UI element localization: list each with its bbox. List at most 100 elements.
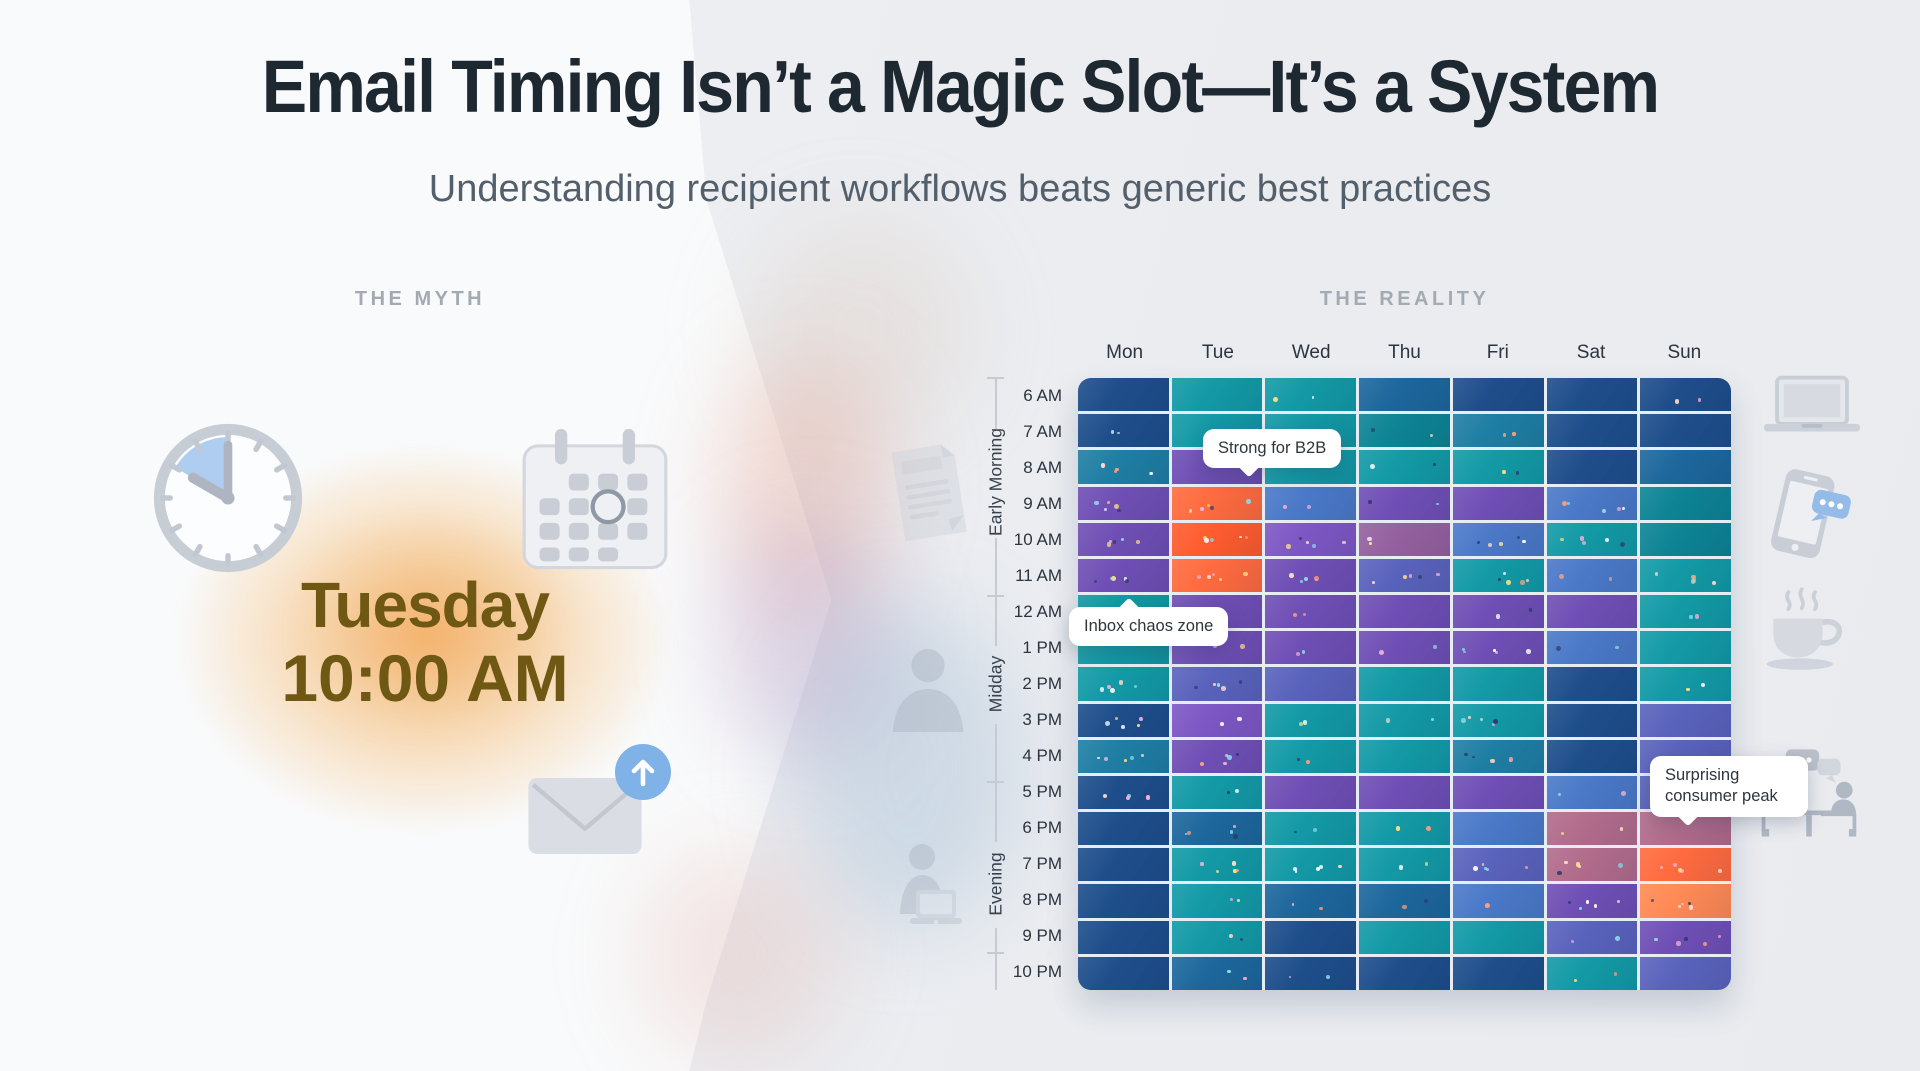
- tooltip-strong-b2b: Strong for B2B: [1203, 429, 1342, 469]
- heatmap-cell-sat-9-am: [1546, 486, 1638, 520]
- heatmap-cell-wed-6-am: [1265, 378, 1357, 412]
- heatmap-cell-tue-9-pm: [1171, 920, 1263, 954]
- myth-day-text: Tuesday: [301, 569, 550, 641]
- day-label-sun: Sun: [1667, 342, 1702, 363]
- heatmap-cell-fri-7-am: [1452, 414, 1544, 448]
- heatmap-cell-thu-4-pm: [1359, 739, 1450, 773]
- period-axis-tick: [987, 595, 1004, 597]
- heatmap-cell-thu-3-pm: [1359, 703, 1450, 737]
- heatmap-cell-mon-5-pm: [1078, 775, 1169, 810]
- hour-label-6-pm: 6 PM: [1022, 818, 1062, 837]
- heatmap-cell-fri-10-am: [1452, 522, 1544, 556]
- heatmap-cell-sat-6-am: [1546, 378, 1638, 412]
- heatmap-cell-tue-7-pm: [1171, 848, 1263, 882]
- heatmap-cell-mon-11-am: [1078, 558, 1169, 593]
- hour-label-12-am: 12 AM: [1013, 602, 1062, 621]
- heatmap-cell-fri-11-am: [1452, 558, 1544, 593]
- day-label-wed: Wed: [1291, 342, 1331, 363]
- hour-label-3-pm: 3 PM: [1022, 710, 1062, 729]
- heatmap-cell-sun-7-am: [1640, 414, 1731, 448]
- page-subtitle: Understanding recipient workflows beats …: [428, 168, 1492, 210]
- heatmap-cell-fri-8-pm: [1452, 884, 1544, 918]
- myth-time-text: 10:00 AM: [281, 641, 569, 715]
- heatmap-cell-mon-9-pm: [1078, 920, 1169, 954]
- heatmap-cell-thu-2-pm: [1359, 667, 1450, 701]
- heatmap-cell-sun-6-am: [1640, 378, 1731, 412]
- laptop-icon: [1763, 375, 1861, 432]
- heatmap-cell-fri-5-pm: [1452, 775, 1544, 810]
- person-laptop-icon: [900, 844, 962, 924]
- heatmap-cell-sun-9-am: [1640, 486, 1731, 520]
- heatmap-cell-sun-8-am: [1640, 450, 1731, 484]
- heatmap-cell-tue-6-pm: [1171, 812, 1263, 846]
- heatmap-cell-wed-10-pm: [1265, 956, 1357, 990]
- heatmap-cell-tue-10-pm: [1171, 956, 1263, 990]
- hour-label-7-am: 7 AM: [1023, 422, 1062, 441]
- heatmap-cell-fri-1-pm: [1452, 631, 1544, 665]
- hour-label-9-am: 9 AM: [1023, 494, 1062, 513]
- myth-section-label: THE MYTH: [354, 288, 486, 310]
- hour-label-5-pm: 5 PM: [1022, 782, 1062, 801]
- heatmap-cell-mon-3-pm: [1078, 703, 1169, 737]
- tooltip-inbox-chaos: Inbox chaos zone: [1069, 607, 1229, 647]
- heatmap-cell-sat-10-pm: [1546, 956, 1638, 990]
- heatmap-cell-wed-8-pm: [1265, 884, 1357, 918]
- heatmap-cell-mon-6-am: [1078, 378, 1169, 412]
- heatmap: [1078, 378, 1731, 990]
- heatmap-cell-fri-9-am: [1452, 486, 1544, 520]
- period-label-midday: Midday: [985, 655, 1006, 713]
- heatmap-cell-tue-2-pm: [1171, 667, 1263, 701]
- hour-label-10-pm: 10 PM: [1012, 962, 1062, 981]
- heatmap-cell-thu-7-pm: [1359, 848, 1450, 882]
- person-icon: [892, 648, 964, 732]
- day-label-fri: Fri: [1486, 342, 1509, 363]
- heatmap-cell-tue-4-pm: [1171, 739, 1263, 773]
- heatmap-cell-fri-6-am: [1452, 378, 1544, 412]
- hour-label-8-pm: 8 PM: [1022, 890, 1062, 909]
- heatmap-cell-mon-10-am: [1078, 522, 1169, 556]
- heatmap-cell-fri-10-pm: [1452, 956, 1544, 990]
- phone-chat-icon: [1771, 469, 1851, 558]
- heatmap-cell-fri-8-am: [1452, 450, 1544, 484]
- heatmap-cell-fri-12-am: [1452, 595, 1544, 629]
- heatmap-cell-wed-7-pm: [1265, 848, 1357, 882]
- period-axis-tick: [987, 377, 1004, 379]
- heatmap-cell-wed-3-pm: [1265, 703, 1357, 737]
- heatmap-cell-wed-1-pm: [1265, 631, 1357, 665]
- heatmap-cell-sat-2-pm: [1546, 667, 1638, 701]
- heatmap-cell-sun-10-pm: [1640, 956, 1731, 990]
- hour-label-4-pm: 4 PM: [1022, 746, 1062, 765]
- hour-label-2-pm: 2 PM: [1022, 674, 1062, 693]
- heatmap-cell-sun-3-pm: [1640, 703, 1731, 737]
- hour-label-8-am: 8 AM: [1023, 458, 1062, 477]
- day-label-thu: Thu: [1388, 342, 1421, 363]
- day-label-tue: Tue: [1201, 342, 1234, 363]
- period-axis-line: [995, 928, 997, 990]
- heatmap-cell-wed-2-pm: [1265, 667, 1357, 701]
- period-axis-line: [995, 538, 997, 646]
- heatmap-cell-tue-11-am: [1171, 558, 1263, 593]
- heatmap-cell-mon-7-am: [1078, 414, 1169, 448]
- heatmap-cell-sat-12-am: [1546, 595, 1638, 629]
- heatmap-cell-tue-3-pm: [1171, 703, 1263, 737]
- heatmap-cell-sat-10-am: [1546, 522, 1638, 556]
- period-axis-line: [995, 724, 997, 842]
- heatmap-cell-sat-9-pm: [1546, 920, 1638, 954]
- heatmap-cell-tue-6-am: [1171, 378, 1263, 412]
- heatmap-cell-wed-12-am: [1265, 595, 1357, 629]
- hour-label-1-pm: 1 PM: [1022, 638, 1062, 657]
- page-title: Email Timing Isn’t a Magic Slot—It’s a S…: [261, 45, 1660, 128]
- heatmap-cell-thu-6-am: [1359, 378, 1450, 412]
- day-label-mon: Mon: [1106, 342, 1144, 363]
- heatmap-cell-fri-9-pm: [1452, 920, 1544, 954]
- day-labels: Mon Tue Wed Thu Fri Sat Sun: [1078, 336, 1731, 370]
- period-axis-tick: [987, 952, 1004, 954]
- heatmap-cell-sun-11-am: [1640, 558, 1731, 593]
- heatmap-cell-thu-12-am: [1359, 595, 1450, 629]
- heatmap-cell-fri-6-pm: [1452, 812, 1544, 846]
- hour-label-9-pm: 9 PM: [1022, 926, 1062, 945]
- envelope-icon: [528, 777, 642, 855]
- heatmap-cell-tue-10-am: [1171, 522, 1263, 556]
- heatmap-cell-mon-7-pm: [1078, 848, 1169, 882]
